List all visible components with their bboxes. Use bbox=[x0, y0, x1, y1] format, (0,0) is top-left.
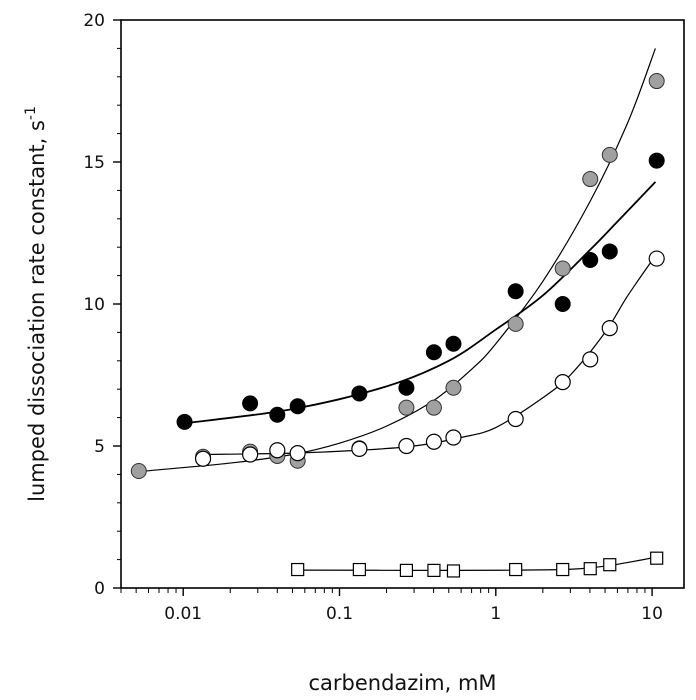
y-tick-label: 0 bbox=[94, 579, 105, 599]
data-point-filled-circle bbox=[445, 335, 462, 352]
data-point-open-circle bbox=[445, 429, 462, 446]
data-point-open-circle bbox=[351, 440, 368, 457]
data-point-filled-circle bbox=[176, 413, 193, 430]
data-point-open-circle bbox=[601, 320, 618, 337]
y-axis-label-superscript: -1 bbox=[23, 106, 39, 120]
y-tick-label: 20 bbox=[83, 11, 105, 31]
data-point-gray-circle bbox=[130, 462, 147, 479]
data-point-gray-circle bbox=[648, 73, 665, 90]
x-tick-label: 10 bbox=[641, 604, 663, 624]
data-point-filled-circle bbox=[554, 296, 571, 312]
data-point-open-square bbox=[603, 558, 617, 572]
data-point-filled-circle bbox=[601, 243, 618, 260]
data-point-filled-circle bbox=[289, 398, 306, 415]
data-point-filled-circle bbox=[582, 251, 599, 268]
fit-curve-filled-circle bbox=[184, 181, 657, 425]
data-point-gray-circle bbox=[398, 399, 415, 416]
y-tick-label: 15 bbox=[83, 153, 105, 173]
data-point-open-square bbox=[556, 562, 570, 577]
y-tick-label: 10 bbox=[83, 295, 105, 315]
data-point-open-square bbox=[399, 563, 414, 577]
data-point-open-circle bbox=[269, 442, 286, 459]
fit-curves bbox=[138, 48, 657, 571]
data-point-filled-circle bbox=[398, 379, 415, 396]
axes: 0.01 0.1 1 10 0 5 10 15 20 bbox=[83, 11, 663, 624]
data-point-open-circle bbox=[554, 374, 571, 391]
data-point-filled-circle bbox=[269, 406, 286, 423]
data-point-open-circle bbox=[289, 445, 306, 462]
data-point-open-circle bbox=[425, 433, 443, 450]
data-point-open-circle bbox=[242, 446, 259, 463]
data-point-open-square bbox=[291, 562, 305, 577]
data-point-open-square bbox=[352, 562, 366, 577]
x-tick-label: 0.1 bbox=[326, 604, 353, 624]
data-point-open-square bbox=[583, 562, 597, 576]
x-tick-label: 1 bbox=[490, 604, 501, 624]
data-point-gray-circle bbox=[425, 399, 442, 416]
data-point-open-circle bbox=[648, 250, 665, 267]
data-point-open-circle bbox=[194, 450, 212, 467]
data-point-gray-circle bbox=[601, 146, 618, 163]
fit-curve-open-square bbox=[297, 556, 656, 571]
data-point-filled-circle bbox=[648, 152, 665, 169]
data-point-open-circle bbox=[398, 437, 415, 455]
plot-area bbox=[120, 19, 685, 589]
data-point-open-square bbox=[509, 562, 523, 577]
plot-frame bbox=[120, 19, 685, 589]
data-point-open-square bbox=[446, 564, 461, 578]
data-point-filled-circle bbox=[351, 385, 368, 402]
data-point-open-square bbox=[427, 563, 441, 577]
data-point-open-circle bbox=[507, 410, 524, 428]
data-point-filled-circle bbox=[507, 283, 524, 300]
fit-curve-gray-circle bbox=[138, 48, 656, 473]
data-point-gray-circle bbox=[582, 171, 599, 188]
data-point-gray-circle bbox=[554, 260, 571, 277]
data-points bbox=[130, 73, 665, 578]
data-point-open-square bbox=[650, 551, 664, 565]
data-point-gray-circle bbox=[445, 379, 462, 396]
data-point-open-circle bbox=[582, 351, 599, 368]
data-point-filled-circle bbox=[425, 344, 442, 361]
x-tick-label: 0.01 bbox=[164, 604, 202, 624]
y-axis-label-main: lumped dissociation rate constant, s bbox=[25, 120, 49, 502]
x-axis-label: carbendazim, mM bbox=[308, 671, 496, 695]
y-tick-label: 5 bbox=[94, 437, 105, 457]
data-point-gray-circle bbox=[507, 315, 524, 332]
data-point-filled-circle bbox=[242, 395, 259, 412]
y-axis-label: lumped dissociation rate constant, s-1 bbox=[23, 106, 49, 502]
